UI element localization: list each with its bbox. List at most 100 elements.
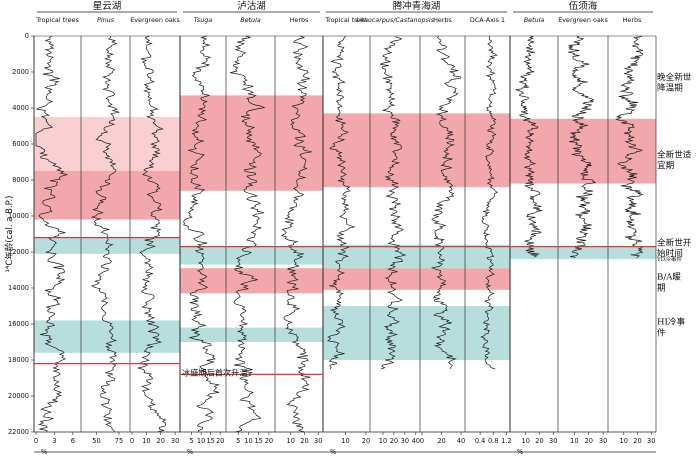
x-tick-label: 30 <box>549 437 557 445</box>
x-unit-label: % <box>517 448 523 456</box>
x-tick-label: 50 <box>92 437 100 445</box>
x-tick-label: 15 <box>254 437 262 445</box>
column-label: Evergreen oaks <box>130 16 180 24</box>
x-tick-label: 20 <box>585 437 593 445</box>
annotation: 件 <box>657 326 666 338</box>
band-cold <box>323 244 510 269</box>
y-tick-label: 18000 <box>8 356 29 364</box>
x-tick-label: 3 <box>52 437 56 445</box>
band-warm-light <box>34 117 180 171</box>
y-tick-label: 12000 <box>8 248 29 256</box>
x-tick-label: 30 <box>171 437 179 445</box>
x-tick-label: 0 <box>420 437 424 445</box>
annotation: 降温期 <box>657 81 683 93</box>
x-tick-label: 0.4 <box>475 437 486 445</box>
site-name: 泸沽湖 <box>237 0 266 12</box>
curve-evergreen-oaks <box>137 35 167 433</box>
column-label: Pinus <box>97 16 115 24</box>
x-tick-label: 10 <box>522 437 530 445</box>
column-label: Herbs <box>623 16 642 24</box>
x-tick-label: 20 <box>216 437 224 445</box>
x-tick-label: 20 <box>633 437 641 445</box>
band-cold <box>180 327 323 342</box>
curve-betula <box>515 35 543 258</box>
x-tick-label: 20 <box>362 437 370 445</box>
x-tick-label: 0 <box>130 437 134 445</box>
x-tick-label: 20 <box>535 437 543 445</box>
x-tick-label: 10 <box>197 437 205 445</box>
y-tick-label: 20000 <box>8 392 29 400</box>
x-tick-label: 75 <box>115 437 123 445</box>
x-tick-label: 10 <box>341 437 349 445</box>
x-tick-label: 10 <box>570 437 578 445</box>
x-tick-label: 30 <box>314 437 322 445</box>
annotation: 宜期 <box>657 159 674 171</box>
x-tick-label: 30 <box>401 437 409 445</box>
curve-herbs <box>430 35 462 370</box>
column-label: Tropical trees <box>35 16 79 24</box>
x-tick-label: 10 <box>379 437 387 445</box>
y-tick-label: 0 <box>25 32 29 40</box>
column-label: Herbs <box>433 16 452 24</box>
x-tick-label: 0 <box>34 437 38 445</box>
event-lines <box>34 236 656 376</box>
band-cold <box>510 246 656 260</box>
x-tick-label: 10 <box>287 437 295 445</box>
curve-dca-axis-1 <box>480 35 498 370</box>
x-tick-label: 0.8 <box>488 437 499 445</box>
site-name: 星云湖 <box>93 1 122 12</box>
y-tick-label: 10000 <box>8 212 29 220</box>
site-name: 腾冲青海湖 <box>393 0 441 12</box>
column-label: Evergreen oaks <box>558 16 608 24</box>
y-tick-label: 8000 <box>12 176 29 184</box>
band-warm <box>323 113 510 188</box>
x-tick-label: 20 <box>157 437 165 445</box>
annotation: B/A暖 <box>657 272 681 283</box>
column-label: Lithocarpus/Castanopsis <box>356 16 435 24</box>
x-tick-label: 30 <box>599 437 607 445</box>
climate-bands <box>34 95 656 360</box>
x-tick-label: 20 <box>265 437 273 445</box>
y-tick-label: 2000 <box>12 68 29 76</box>
band-cold <box>323 306 510 360</box>
annotation: 冰盛期后首次升温 <box>182 368 248 378</box>
curve-tropical-trees <box>35 35 68 433</box>
pollen-curves <box>35 35 644 433</box>
curve-evergreen-oaks <box>568 35 596 258</box>
y-tick-label: 6000 <box>12 140 29 148</box>
band-cold <box>34 237 180 254</box>
x-tick-label: 10 <box>142 437 150 445</box>
x-tick-label: 5 <box>189 437 193 445</box>
x-unit-label: % <box>330 448 336 456</box>
x-tick-label: 40 <box>457 437 465 445</box>
annotation: YD冷事件 <box>656 255 682 263</box>
labels: 0200040006000800010000120001400016000180… <box>4 0 692 456</box>
annotation: 全新世适 <box>657 148 692 160</box>
curve-pinus <box>90 35 120 433</box>
x-tick-label: 10 <box>244 437 252 445</box>
annotation: 晚全新世 <box>657 71 692 83</box>
x-tick-label: 5 <box>236 437 240 445</box>
column-label: DCA-Axis 1 <box>470 16 505 24</box>
column-label: Betula <box>524 16 545 24</box>
band-cold <box>180 246 323 265</box>
column-label: Tsuga <box>194 16 213 24</box>
curve-betula <box>230 35 266 433</box>
annotation: 期 <box>657 282 666 293</box>
band-warm <box>34 171 180 220</box>
x-tick-label: 1.2 <box>501 437 512 445</box>
curve-tropical-trees <box>326 35 356 370</box>
x-tick-label: 30 <box>647 437 655 445</box>
x-tick-label: 20 <box>390 437 398 445</box>
annotation: 始时间 <box>657 247 683 259</box>
site-name: 伍须海 <box>569 0 598 12</box>
column-label: Herbs <box>290 16 309 24</box>
curve-herbs <box>615 35 644 258</box>
panel-frames <box>31 11 657 453</box>
x-tick-label: 20 <box>437 437 445 445</box>
y-tick-label: 4000 <box>12 104 29 112</box>
y-axis-label: ¹⁴C年龄(cal. a B.P.) <box>4 196 15 273</box>
curve-lithocarpus-castanopsis <box>379 35 407 370</box>
column-label: Tropical trees <box>324 16 368 24</box>
